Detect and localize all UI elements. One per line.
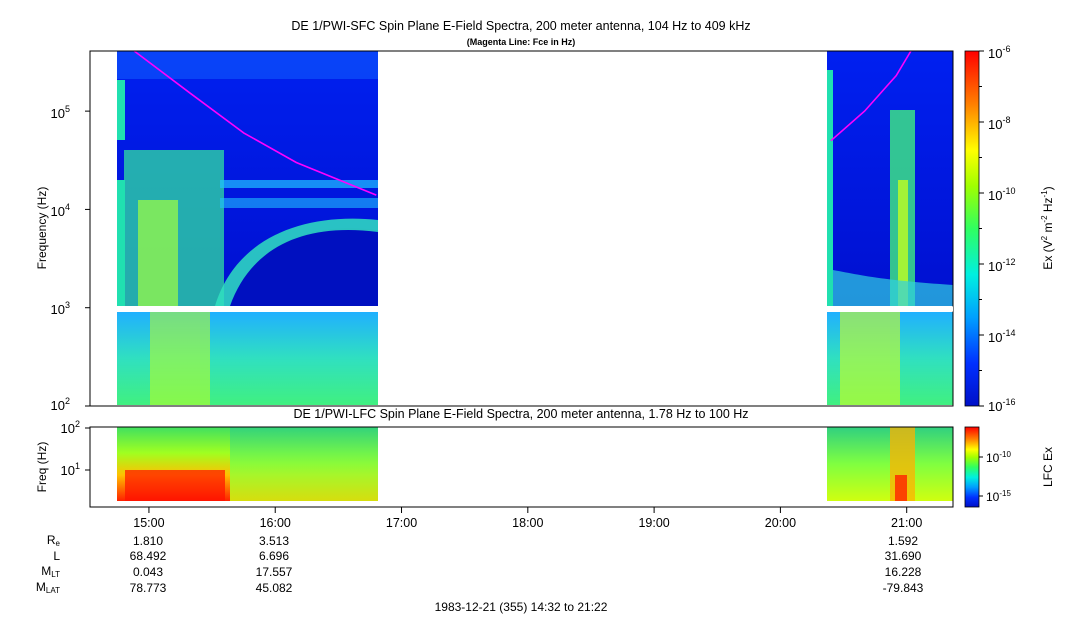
sfc-ytick-2-exp: 2 bbox=[65, 396, 70, 406]
sfc-block-left-strip-2 bbox=[117, 180, 125, 306]
sfc-block-left-low-yellow bbox=[150, 312, 210, 405]
footer-time-range: 1983-12-21 (355) 14:32 to 21:22 bbox=[434, 600, 608, 614]
fce-line-left bbox=[133, 50, 377, 196]
x-tick-label-0: 15:00 bbox=[133, 516, 164, 530]
eph-l-2: 31.690 bbox=[884, 549, 922, 563]
sfc-block-right-bottom bbox=[833, 270, 953, 306]
x-tick-label-5: 20:00 bbox=[765, 516, 796, 530]
cbar-tick-m12-exp: -12 bbox=[1002, 257, 1015, 267]
fce-line-right bbox=[830, 50, 912, 142]
lfc-colorbar-label: LFC Ex bbox=[1041, 447, 1055, 487]
sfc-block-left-strip bbox=[117, 80, 125, 140]
sfc-panel-frame bbox=[89, 50, 954, 407]
sfc-y-axis: 102 103 104 105 Frequency (Hz) bbox=[35, 104, 90, 413]
sfc-block-right-yellow bbox=[898, 180, 908, 306]
cbar-tick-m6-exp: -6 bbox=[1002, 44, 1010, 54]
lfc-colorbar-gradient bbox=[964, 426, 980, 508]
sfc-colorbar-gradient bbox=[964, 50, 980, 407]
lfc-cbar-tick-m10-exp: -10 bbox=[999, 450, 1011, 459]
lfc-ylabel: Freq (Hz) bbox=[35, 442, 49, 493]
eph-l-1: 6.696 bbox=[258, 549, 290, 563]
eph-label-mlt: MLT bbox=[41, 564, 60, 579]
cbar-tick-m14-exp: -14 bbox=[1002, 328, 1015, 338]
x-tick-label-2: 17:00 bbox=[386, 516, 417, 530]
sfc-ytick-2: 102 bbox=[51, 396, 70, 413]
sfc-ytick-5: 105 bbox=[51, 104, 70, 121]
eph-re-2: 1.592 bbox=[887, 534, 919, 548]
eph-label-re: Re bbox=[46, 533, 60, 548]
sfc-subtitle: (Magenta Line: Fce in Hz) bbox=[467, 37, 576, 47]
sfc-ytick-3-exp: 3 bbox=[65, 300, 70, 310]
lfc-block-left-fade bbox=[230, 427, 378, 501]
eph-label-l: L bbox=[53, 549, 60, 563]
lfc-block-left-red bbox=[125, 470, 225, 501]
eph-mlt-0: 0.043 bbox=[132, 565, 164, 579]
sfc-block-left-green-arc bbox=[215, 218, 378, 306]
lfc-ytick-1: 101 bbox=[61, 461, 80, 478]
sfc-colorbar: 10-6 10-8 10-10 10-12 10-14 10-16 Ex (V2… bbox=[964, 44, 1055, 414]
sfc-colorbar-label: Ex (V2 m-2 Hz-1) bbox=[1040, 186, 1055, 269]
x-tick-label-1: 16:00 bbox=[260, 516, 291, 530]
lfc-ytick-1-exp: 1 bbox=[75, 461, 80, 471]
cbar-tick-m12: 10-12 bbox=[988, 257, 1015, 274]
lfc-spectrogram bbox=[89, 426, 954, 508]
lfc-ytick-2-exp: 2 bbox=[75, 419, 80, 429]
lfc-cbar-tick-m10: 10-10 bbox=[986, 450, 1011, 465]
x-tick-label-6: 21:00 bbox=[891, 516, 922, 530]
sfc-ytick-4-exp: 4 bbox=[65, 202, 70, 212]
cbar-tick-m10-exp: -10 bbox=[1002, 186, 1015, 196]
lfc-colorbar: 10-10 10-15 LFC Ex bbox=[964, 426, 1055, 508]
lfc-block-right-red bbox=[895, 475, 907, 501]
eph-l-0: 68.492 bbox=[129, 549, 167, 563]
sfc-ytick-3: 103 bbox=[51, 300, 70, 317]
sfc-ylabel: Frequency (Hz) bbox=[35, 187, 49, 270]
sfc-block-left-dark-cut bbox=[230, 228, 378, 306]
lfc-y-axis: 102 101 Freq (Hz) bbox=[35, 419, 90, 492]
cbar-tick-m8: 10-8 bbox=[988, 115, 1010, 132]
lfc-ytick-2: 102 bbox=[61, 419, 80, 436]
eph-label-mlat: MLAT bbox=[35, 580, 60, 595]
lfc-panel-frame bbox=[89, 426, 954, 508]
lfc-title: DE 1/PWI-LFC Spin Plane E-Field Spectra,… bbox=[293, 407, 748, 421]
lfc-cbar-tick-m15-exp: -15 bbox=[999, 489, 1011, 498]
x-axis: 15:00 16:00 17:00 18:00 19:00 20:00 21:00 bbox=[133, 507, 922, 530]
cbar-tick-m10: 10-10 bbox=[988, 186, 1015, 203]
sfc-ytick-4: 104 bbox=[51, 202, 70, 219]
sfc-block-right-strip bbox=[827, 70, 833, 306]
sfc-title: DE 1/PWI-SFC Spin Plane E-Field Spectra,… bbox=[291, 19, 750, 33]
cbar-tick-m14: 10-14 bbox=[988, 328, 1015, 345]
sfc-spectrogram bbox=[89, 50, 954, 407]
x-tick-label-4: 19:00 bbox=[638, 516, 669, 530]
sfc-block-left-yellow-burst bbox=[138, 200, 178, 306]
cbar-tick-m16-exp: -16 bbox=[1002, 397, 1015, 407]
cbar-tick-m6: 10-6 bbox=[988, 44, 1010, 61]
cbar-tick-m8-exp: -8 bbox=[1002, 115, 1010, 125]
eph-re-0: 1.810 bbox=[132, 534, 164, 548]
sfc-block-right-low-yellow bbox=[840, 312, 900, 405]
lfc-cbar-tick-m15: 10-15 bbox=[986, 489, 1011, 504]
eph-mlat-0: 78.773 bbox=[129, 581, 167, 595]
sfc-block-left-band-1 bbox=[220, 180, 378, 188]
eph-re-1: 3.513 bbox=[258, 534, 290, 548]
sfc-block-left-upper-noise bbox=[117, 51, 378, 79]
cbar-tick-m16: 10-16 bbox=[988, 397, 1015, 414]
x-tick-label-3: 18:00 bbox=[512, 516, 543, 530]
eph-mlat-2: -79.843 bbox=[882, 581, 924, 595]
eph-mlt-2: 16.228 bbox=[884, 565, 922, 579]
eph-mlat-1: 45.082 bbox=[255, 581, 293, 595]
eph-mlt-1: 17.557 bbox=[255, 565, 293, 579]
sfc-block-left-band-2 bbox=[220, 198, 378, 208]
sfc-ytick-5-exp: 5 bbox=[65, 104, 70, 114]
